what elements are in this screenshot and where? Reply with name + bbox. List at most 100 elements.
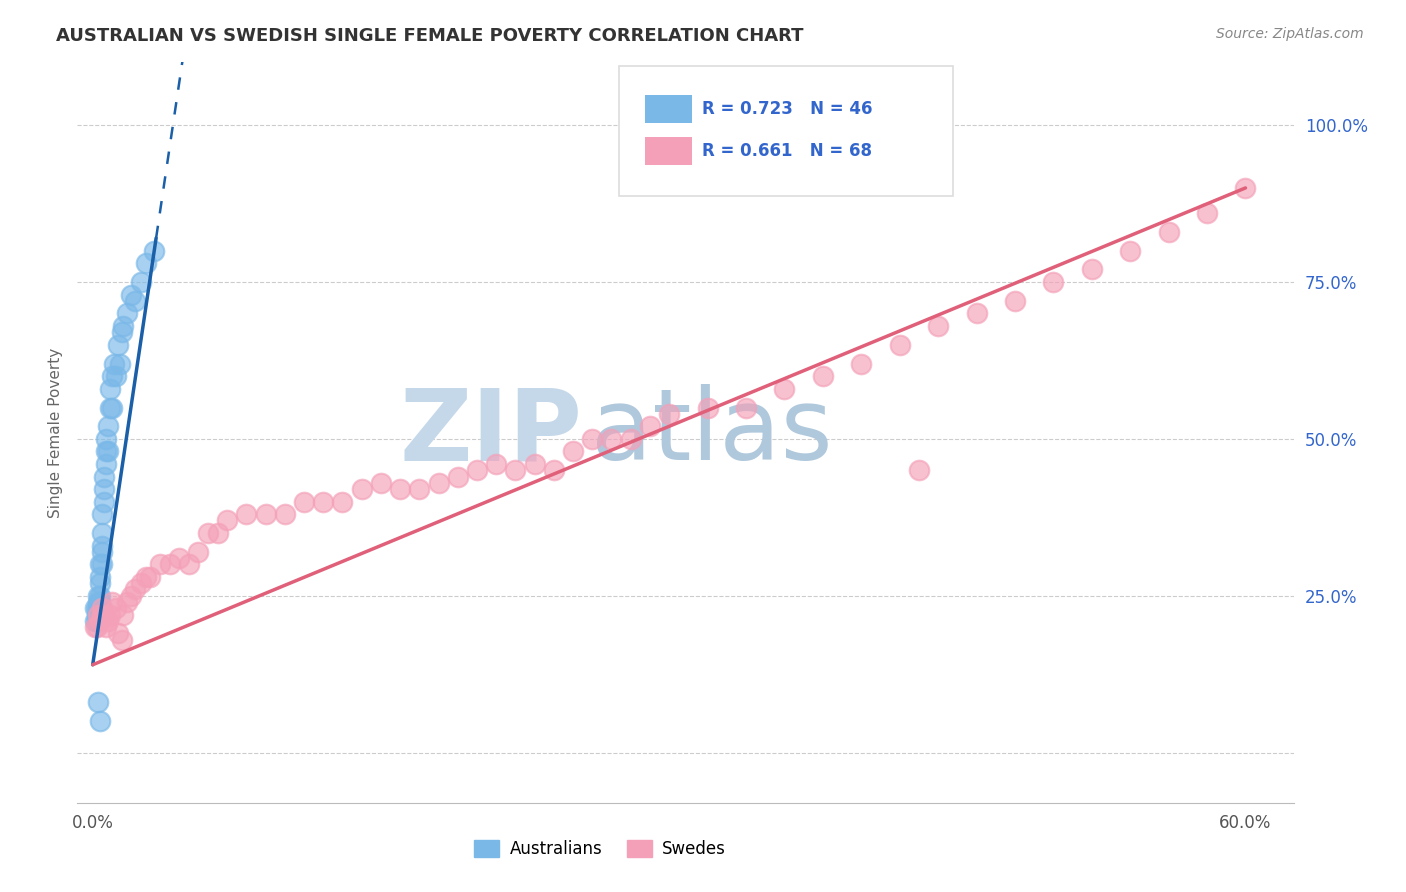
Point: [87, 607, 110, 622]
Point: [143, 244, 166, 258]
FancyBboxPatch shape: [645, 137, 692, 165]
Point: [98, 401, 121, 415]
Point: [97, 614, 120, 628]
Point: [562, 444, 585, 458]
Point: [350, 482, 373, 496]
Point: [370, 475, 392, 490]
Point: [91, 545, 114, 559]
Text: Source: ZipAtlas.com: Source: ZipAtlas.com: [1216, 27, 1364, 41]
Point: [124, 293, 146, 308]
Point: [112, 607, 135, 622]
Point: [93, 607, 115, 622]
Point: [581, 432, 603, 446]
Point: [1157, 225, 1180, 239]
Point: [91, 526, 114, 541]
Point: [91, 601, 114, 615]
Point: [87, 695, 110, 709]
Point: [87, 595, 110, 609]
Point: [177, 558, 200, 572]
Point: [93, 482, 115, 496]
Point: [908, 463, 931, 477]
Point: [543, 463, 565, 477]
Legend: Australians, Swedes: Australians, Swedes: [468, 833, 733, 865]
Point: [389, 482, 412, 496]
Text: R = 0.661   N = 68: R = 0.661 N = 68: [703, 143, 873, 161]
FancyBboxPatch shape: [619, 66, 953, 195]
Point: [86, 620, 108, 634]
Point: [120, 589, 142, 603]
Point: [94, 432, 117, 446]
Point: [110, 632, 132, 647]
Point: [332, 494, 354, 508]
Point: [98, 607, 121, 622]
Point: [1004, 293, 1026, 308]
Point: [274, 507, 297, 521]
Point: [129, 576, 152, 591]
Point: [101, 595, 124, 609]
Point: [1081, 262, 1104, 277]
Point: [91, 507, 114, 521]
Point: [159, 558, 181, 572]
Point: [103, 357, 125, 371]
Point: [91, 558, 114, 572]
Point: [1119, 244, 1142, 258]
Point: [83, 614, 105, 628]
Text: R = 0.723   N = 46: R = 0.723 N = 46: [703, 100, 873, 118]
Point: [773, 382, 796, 396]
Point: [735, 401, 758, 415]
Point: [83, 620, 105, 634]
Point: [292, 494, 315, 508]
Point: [94, 457, 117, 471]
Point: [93, 469, 115, 483]
Point: [104, 601, 127, 615]
Point: [89, 558, 111, 572]
Point: [107, 626, 129, 640]
Point: [811, 369, 834, 384]
Point: [638, 419, 661, 434]
Point: [101, 369, 124, 384]
Point: [117, 306, 139, 320]
Point: [408, 482, 430, 496]
Point: [86, 614, 108, 628]
Point: [120, 287, 142, 301]
Point: [658, 407, 681, 421]
Point: [139, 570, 162, 584]
Point: [187, 545, 209, 559]
Point: [485, 457, 508, 471]
Point: [1234, 181, 1257, 195]
Point: [89, 576, 111, 591]
Point: [86, 607, 108, 622]
Point: [523, 457, 546, 471]
FancyBboxPatch shape: [645, 95, 692, 123]
Point: [89, 570, 111, 584]
Point: [117, 595, 139, 609]
Point: [112, 318, 135, 333]
Point: [207, 526, 229, 541]
Point: [94, 620, 117, 634]
Point: [889, 338, 911, 352]
Point: [110, 325, 132, 339]
Point: [104, 369, 127, 384]
Point: [94, 444, 117, 458]
Point: [89, 714, 111, 729]
Point: [108, 357, 131, 371]
Point: [197, 526, 219, 541]
Point: [129, 275, 152, 289]
Point: [927, 318, 949, 333]
Point: [101, 401, 124, 415]
Point: [86, 601, 108, 615]
Point: [87, 601, 110, 615]
Point: [600, 432, 623, 446]
Point: [91, 607, 114, 622]
Point: [620, 432, 643, 446]
Point: [505, 463, 527, 477]
Point: [1042, 275, 1064, 289]
Point: [427, 475, 450, 490]
Point: [465, 463, 488, 477]
Point: [851, 357, 873, 371]
Point: [89, 595, 111, 609]
Point: [89, 601, 111, 615]
Point: [124, 582, 146, 597]
Point: [91, 539, 114, 553]
Y-axis label: Single Female Poverty: Single Female Poverty: [48, 348, 63, 517]
